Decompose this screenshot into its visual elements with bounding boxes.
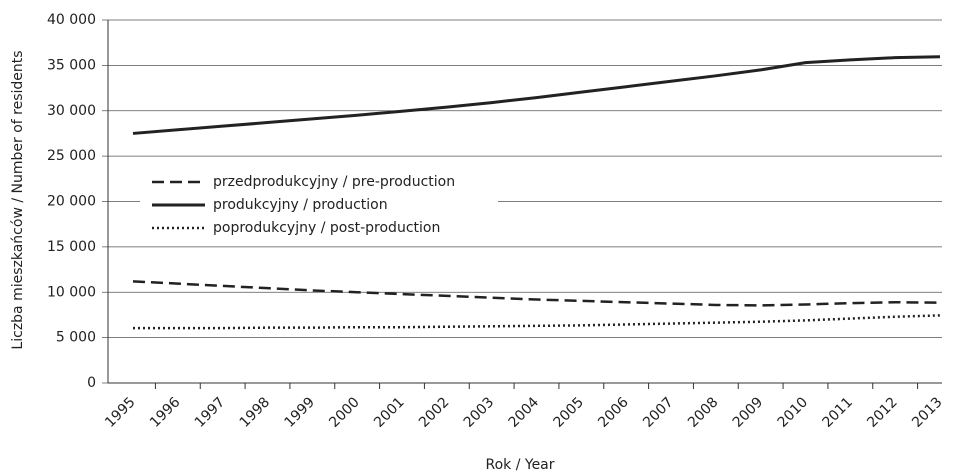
y-axis-label: Liczba mieszkańców / Number of residents — [10, 50, 26, 349]
legend-label: przedprodukcyjny / pre-production — [213, 174, 455, 190]
x-tick-label: 2000 — [326, 394, 363, 431]
x-axis-label: Rok / Year — [485, 457, 554, 473]
x-tick-label: 1999 — [281, 394, 318, 431]
x-tick-label: 2009 — [730, 394, 767, 431]
y-tick-label: 30 000 — [47, 103, 96, 119]
x-tick-label: 2010 — [775, 394, 812, 431]
y-tick-label: 20 000 — [47, 194, 96, 210]
x-tick-label: 2001 — [371, 394, 408, 431]
line-series — [132, 55, 941, 135]
x-tick-label: 2008 — [685, 394, 722, 431]
x-tick-label: 1996 — [147, 394, 184, 431]
x-tick-label: 2011 — [819, 394, 856, 431]
y-tick-label: 15 000 — [47, 239, 96, 255]
line-series — [133, 314, 941, 330]
y-tick-label: 40 000 — [47, 12, 96, 28]
x-tick-label: 2002 — [416, 394, 453, 431]
x-tick-label: 1997 — [192, 394, 229, 431]
x-tick-label: 2005 — [550, 394, 587, 431]
y-tick-label: 35 000 — [47, 57, 96, 73]
x-tick-label: 1998 — [237, 394, 274, 431]
x-tick-label: 1995 — [102, 394, 139, 431]
line-series — [132, 280, 941, 307]
x-tick-label: 2006 — [595, 394, 632, 431]
x-tick-label: 2004 — [506, 394, 543, 431]
y-tick-label: 0 — [87, 375, 96, 391]
y-tick-label: 5 000 — [56, 330, 96, 346]
legend-label: produkcyjny / production — [213, 197, 388, 213]
legend-label: poprodukcyjny / post-production — [213, 220, 440, 236]
x-tick-label: 2013 — [909, 394, 946, 431]
x-tick-label: 2012 — [864, 394, 901, 431]
x-tick-label: 2007 — [640, 394, 677, 431]
y-tick-label: 25 000 — [47, 148, 96, 164]
y-tick-label: 10 000 — [47, 284, 96, 300]
x-tick-label: 2003 — [461, 394, 498, 431]
